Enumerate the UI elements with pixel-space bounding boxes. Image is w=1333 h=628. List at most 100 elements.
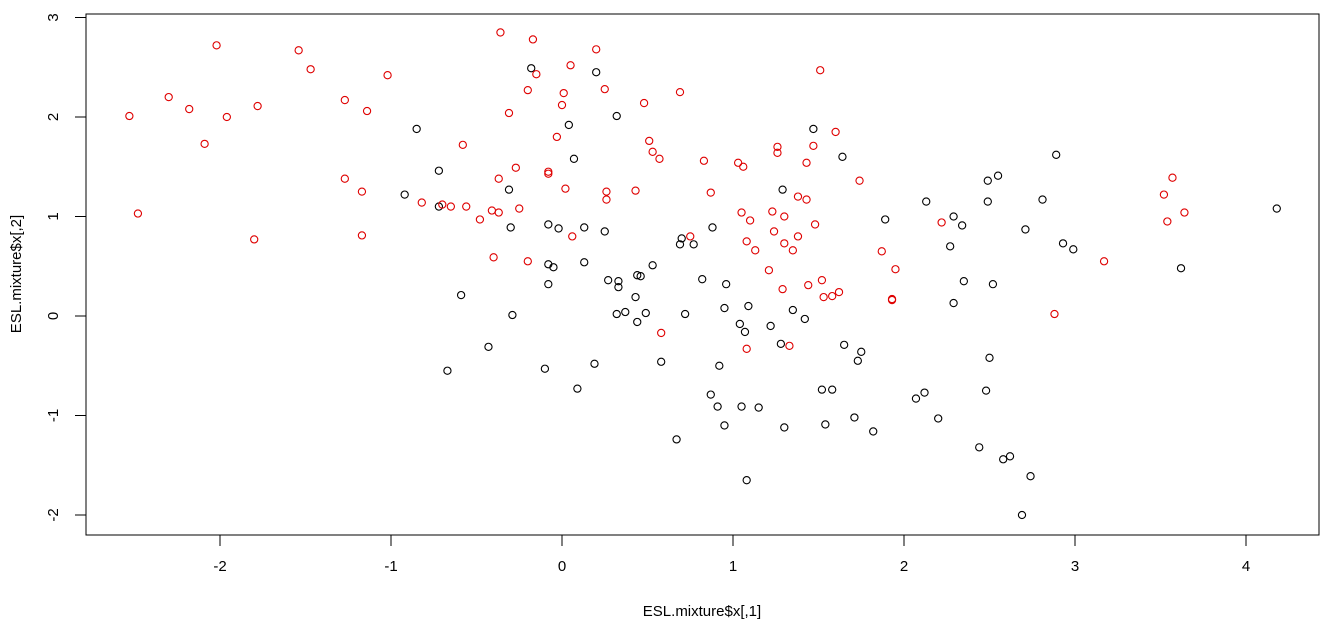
x-axis-label: ESL.mixture$x[,1] xyxy=(643,603,761,620)
data-point xyxy=(742,237,751,246)
data-point xyxy=(985,353,994,362)
data-point xyxy=(999,455,1008,464)
data-point xyxy=(294,46,303,55)
data-point xyxy=(773,142,782,151)
data-point xyxy=(934,414,943,423)
data-point xyxy=(975,443,984,452)
data-point xyxy=(602,195,611,204)
data-point xyxy=(793,232,803,241)
data-point xyxy=(527,64,536,73)
data-point xyxy=(937,218,946,227)
data-point xyxy=(657,357,666,366)
data-point xyxy=(657,328,666,338)
data-point xyxy=(946,242,955,251)
data-point xyxy=(993,171,1003,180)
data-point xyxy=(957,221,967,230)
data-point xyxy=(250,235,259,244)
data-point xyxy=(699,156,709,165)
data-point xyxy=(438,200,447,209)
data-point xyxy=(1159,190,1169,199)
data-point xyxy=(740,327,750,337)
data-point xyxy=(590,359,599,368)
data-point xyxy=(778,185,787,194)
data-point xyxy=(788,246,797,255)
data-point xyxy=(559,88,568,98)
y-tick-label: 1 xyxy=(45,212,62,220)
data-point xyxy=(508,310,517,320)
data-point xyxy=(222,112,231,122)
data-point xyxy=(831,127,840,137)
data-point xyxy=(1180,208,1189,217)
data-point xyxy=(564,120,573,130)
data-point xyxy=(706,390,715,399)
y-tick-label: 2 xyxy=(45,113,62,121)
data-point xyxy=(810,220,820,229)
data-point xyxy=(821,420,830,429)
data-point xyxy=(554,224,563,233)
data-point xyxy=(809,124,818,134)
data-point xyxy=(645,136,654,146)
data-point xyxy=(532,70,541,79)
data-point xyxy=(708,223,717,232)
data-point xyxy=(484,342,493,351)
data-point xyxy=(778,284,787,294)
data-point xyxy=(544,220,553,229)
data-point xyxy=(523,257,532,266)
data-point xyxy=(523,85,532,95)
data-point xyxy=(850,413,859,422)
data-point xyxy=(434,166,444,175)
data-point xyxy=(788,305,797,315)
data-point xyxy=(456,290,466,300)
data-point xyxy=(853,356,862,365)
data-point xyxy=(612,111,621,121)
data-point xyxy=(357,187,367,196)
data-point xyxy=(857,347,866,356)
data-point xyxy=(475,215,485,224)
data-point xyxy=(561,184,570,193)
data-points xyxy=(125,28,1281,520)
data-point xyxy=(817,276,827,285)
data-point xyxy=(922,197,931,206)
data-point xyxy=(834,287,844,297)
data-point xyxy=(515,204,524,213)
data-point xyxy=(983,197,992,206)
data-point xyxy=(306,65,315,74)
data-point xyxy=(809,141,818,151)
data-point xyxy=(733,158,743,167)
y-axis: -2 -1 0 1 2 3 xyxy=(45,13,87,522)
data-point xyxy=(544,280,553,289)
data-point xyxy=(573,384,582,393)
data-point xyxy=(1026,472,1035,481)
data-point xyxy=(600,84,609,94)
data-point xyxy=(949,298,958,308)
data-point xyxy=(592,68,601,77)
data-point xyxy=(1005,452,1015,461)
data-point xyxy=(698,275,707,284)
data-point xyxy=(383,71,392,80)
data-point xyxy=(496,28,505,37)
data-point xyxy=(764,266,774,275)
data-point xyxy=(621,307,630,317)
data-point xyxy=(636,272,645,281)
data-point xyxy=(185,104,194,114)
y-tick-label: -1 xyxy=(45,409,62,422)
data-point xyxy=(633,317,642,327)
x-tick-label: 3 xyxy=(1071,558,1079,575)
data-point xyxy=(504,108,514,118)
data-point xyxy=(1099,257,1109,266)
data-point xyxy=(1017,510,1027,520)
data-point xyxy=(340,95,349,105)
data-point xyxy=(751,246,760,255)
x-tick-label: 1 xyxy=(729,558,737,575)
data-point xyxy=(817,385,827,394)
data-point xyxy=(742,476,751,485)
data-point xyxy=(766,321,775,331)
data-point xyxy=(600,227,609,236)
data-point xyxy=(1038,195,1047,204)
data-point xyxy=(552,132,562,142)
data-point xyxy=(706,188,715,197)
y-tick-label: 0 xyxy=(45,312,62,320)
data-point xyxy=(253,101,262,111)
y-axis-label: ESL.mixture$x[,2] xyxy=(8,215,25,333)
